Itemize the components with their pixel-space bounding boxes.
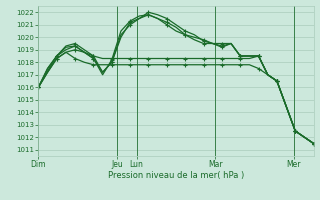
X-axis label: Pression niveau de la mer( hPa ): Pression niveau de la mer( hPa ) — [108, 171, 244, 180]
